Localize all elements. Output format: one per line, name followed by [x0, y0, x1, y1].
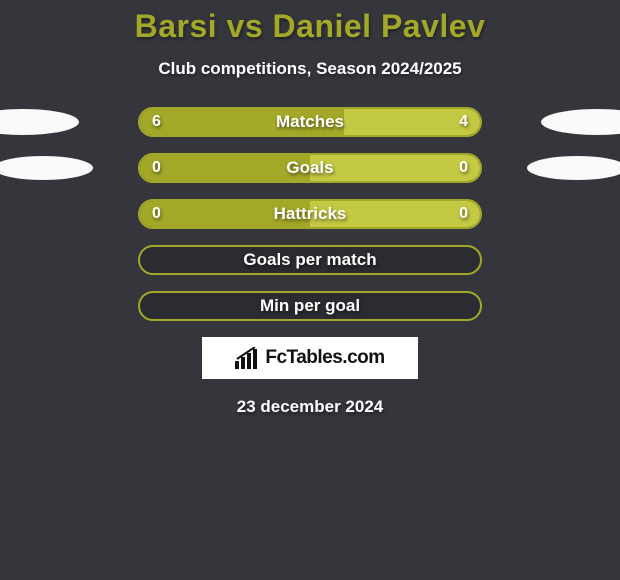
stat-bar: Min per goal	[138, 291, 482, 321]
stat-bar: 00Hattricks	[138, 199, 482, 229]
stat-bar: 00Goals	[138, 153, 482, 183]
ellipse-slot-left	[8, 156, 138, 180]
stat-label: Min per goal	[140, 293, 480, 319]
subtitle: Club competitions, Season 2024/2025	[0, 59, 620, 79]
brand-logo-text: FcTables.com	[265, 347, 384, 369]
stat-label: Goals	[140, 155, 480, 181]
stat-label: Goals per match	[140, 247, 480, 273]
player-right-ellipse	[527, 156, 620, 180]
ellipse-slot-left	[8, 109, 138, 135]
stat-bar: Goals per match	[138, 245, 482, 275]
stat-row: Goals per match	[0, 245, 620, 275]
page-title: Barsi vs Daniel Pavlev	[0, 0, 620, 45]
ellipse-slot-right	[482, 109, 612, 135]
stat-label: Matches	[140, 109, 480, 135]
brand-logo: FcTables.com	[235, 347, 384, 369]
stat-row: 64Matches	[0, 107, 620, 137]
player-left-ellipse	[0, 156, 93, 180]
brand-logo-box: FcTables.com	[202, 337, 418, 379]
ellipse-slot-right	[482, 156, 612, 180]
stat-row: Min per goal	[0, 291, 620, 321]
date-text: 23 december 2024	[0, 397, 620, 417]
player-left-ellipse	[0, 109, 79, 135]
stat-label: Hattricks	[140, 201, 480, 227]
player-right-ellipse	[541, 109, 620, 135]
stat-bar: 64Matches	[138, 107, 482, 137]
chart-icon	[235, 347, 259, 369]
stat-row: 00Goals	[0, 153, 620, 183]
stat-row: 00Hattricks	[0, 199, 620, 229]
stats-container: 64Matches 00Goals 00Hattricks Goals per mat…	[0, 107, 620, 321]
